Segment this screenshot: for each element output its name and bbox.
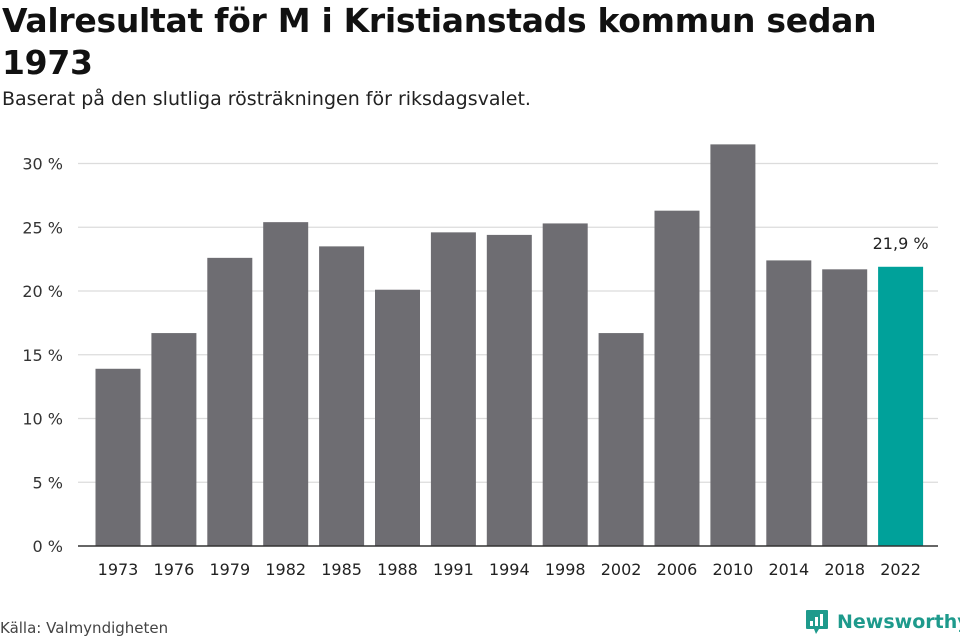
chart-subtitle: Baserat på den slutliga rösträkningen fö… — [2, 88, 531, 110]
x-tick-label: 1982 — [265, 560, 306, 579]
y-tick-label: 25 % — [22, 218, 63, 237]
y-axis-labels: 0 % 5 % 10 % 15 % 20 % 25 % 30 % — [22, 155, 63, 557]
y-tick-label: 15 % — [22, 346, 63, 365]
y-tick-label: 20 % — [22, 282, 63, 301]
y-tick-label: 0 % — [33, 537, 63, 556]
bar-1982 — [263, 222, 309, 546]
bar-1979 — [207, 257, 253, 546]
bar-1994 — [486, 234, 532, 546]
x-tick-label: 2018 — [824, 560, 865, 579]
newsworthy-logo-icon — [806, 610, 828, 634]
bar-1991 — [430, 232, 476, 546]
bar-1973 — [95, 368, 141, 546]
x-tick-label: 1994 — [489, 560, 530, 579]
bar-2002 — [598, 333, 644, 546]
y-tick-label: 30 % — [22, 155, 63, 174]
x-tick-label: 2022 — [880, 560, 921, 579]
x-tick-label: 1991 — [433, 560, 474, 579]
bar-1985 — [319, 246, 365, 546]
x-tick-label: 1985 — [321, 560, 362, 579]
data-labels: 21,9 % — [873, 234, 929, 253]
bar-2022 — [878, 266, 924, 546]
x-tick-label: 1988 — [377, 560, 418, 579]
y-tick-label: 5 % — [33, 473, 63, 492]
data-label-2022: 21,9 % — [873, 234, 929, 253]
brand-name: Newsworthy — [837, 611, 960, 633]
bar-1976 — [151, 333, 197, 546]
y-tick-label: 10 % — [22, 410, 63, 429]
source-note: Källa: Valmyndigheten — [0, 619, 169, 637]
bar-1998 — [542, 223, 588, 547]
bar-1988 — [375, 289, 420, 546]
x-axis-labels: 1973 1976 1979 1982 1985 1988 1991 1994 1998 2002… — [78, 545, 938, 579]
x-tick-label: 2014 — [768, 560, 809, 579]
bar-2006 — [654, 210, 700, 547]
bar-2010 — [710, 144, 756, 546]
x-tick-label: 1998 — [545, 560, 586, 579]
x-tick-label: 2002 — [601, 560, 642, 579]
x-tick-label: 1979 — [209, 560, 250, 579]
bar-2014 — [766, 260, 812, 546]
x-tick-label: 1973 — [98, 560, 139, 579]
x-tick-label: 2010 — [713, 560, 754, 579]
bars — [95, 144, 924, 547]
bar-2018 — [822, 269, 868, 546]
bar-chart: 0 %5 %10 %15 %20 %25 %30 % 1973 1976 1979 1… — [22, 144, 938, 579]
chart-title: Valresultat för M i Kristianstads kommun… — [2, 1, 877, 82]
brand-logo: Newsworthy — [805, 608, 960, 636]
x-tick-label: 1976 — [154, 560, 195, 579]
x-tick-label: 2006 — [657, 560, 698, 579]
